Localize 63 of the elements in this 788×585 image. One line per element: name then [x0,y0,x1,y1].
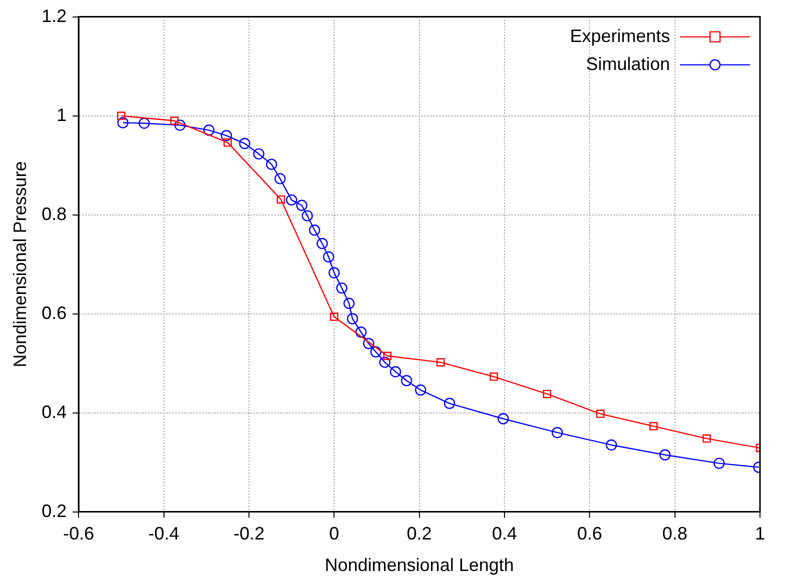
point [414,384,426,396]
point [400,375,412,386]
y-tick-label: 1.2 [42,6,67,26]
y-tick-label: 0.2 [42,500,67,521]
y-axis-title: Nondimensional Pressure [10,161,30,368]
x-tick-label: 0.6 [577,524,602,544]
point [355,326,367,338]
point [552,427,563,438]
point [370,346,382,358]
point [542,390,552,398]
point [390,366,402,378]
point [444,398,456,409]
point [323,251,334,262]
point [117,117,129,128]
point [330,312,338,321]
point [302,210,313,222]
x-tick-label: 1 [754,524,766,544]
point [253,148,264,160]
y-tick-label: 0.8 [42,204,67,224]
point [224,138,232,147]
point [702,434,711,443]
point [170,116,179,125]
point [328,267,340,278]
point [498,413,509,424]
point [606,439,617,451]
legend-label: Experiments [570,26,670,46]
y-tick-label: 0.4 [42,402,67,422]
point [117,112,126,120]
point [220,130,232,142]
point [714,458,725,469]
point [174,120,186,131]
point [203,124,215,136]
point [138,118,150,129]
point [383,352,392,360]
x-tick-label: 0.8 [662,524,688,544]
point [336,282,348,294]
point [379,356,390,368]
legend-label: Simulation [586,54,670,74]
x-tick-label: -0.4 [148,524,180,544]
x-axis-title: Nondimensional Length [324,555,514,576]
point [490,372,498,381]
x-tick-label: -0.2 [233,524,264,544]
x-tick-label: -0.6 [63,524,94,544]
point [363,338,374,350]
point [239,138,250,150]
x-tick-label: 0 [329,524,340,544]
point [436,358,445,366]
x-tick-label: 0.2 [406,524,432,544]
point [274,173,286,184]
point [276,195,286,204]
point [343,298,355,310]
point [659,449,671,460]
point [649,422,658,430]
point [266,158,278,170]
x-tick-label: 0.4 [492,524,517,544]
point [346,313,358,324]
point [596,410,604,418]
point [296,200,308,211]
point [286,194,298,206]
point [316,238,328,250]
y-tick-label: 0.6 [42,302,67,323]
point [308,224,320,236]
y-tick-label: 1 [56,104,67,125]
